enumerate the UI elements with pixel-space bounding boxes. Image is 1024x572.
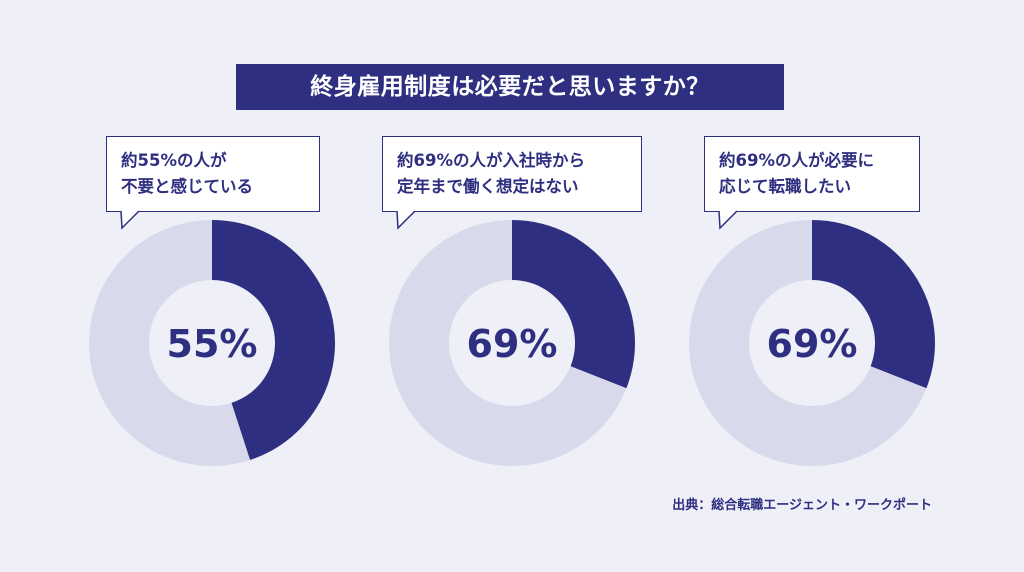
callout-tail-1 <box>120 210 140 230</box>
callout-tail-2 <box>396 210 416 230</box>
donut-1-slice-1 <box>212 220 335 460</box>
donut-3-slice-2 <box>689 220 927 466</box>
source-note: 出典：総合転職エージェント・ワークポート <box>672 498 932 513</box>
callout-line-3-2: 応じて転職したい <box>719 177 851 196</box>
donut-1-center-label: 55% <box>167 322 258 366</box>
donut-2-slice-1 <box>512 220 635 389</box>
donut-1-slice-2 <box>89 220 251 466</box>
chart-title: 終身雇用制度は必要だと思いますか？ <box>236 64 784 110</box>
donut-3-center-label: 69% <box>767 322 858 366</box>
donut-2-center-label: 69% <box>467 322 558 366</box>
donut-3-slice-1 <box>812 220 935 389</box>
callout-tail-3 <box>718 210 738 230</box>
callout-line-2-1: 約69%の人が入社時から <box>397 151 585 170</box>
callout-line-1-2: 不要と感じている <box>121 177 253 196</box>
callout-line-1-1: 約55%の人が <box>121 151 227 170</box>
callout-bubble-3: 約69%の人が必要に 応じて転職したい <box>704 136 920 230</box>
callout-bubble-1: 約55%の人が 不要と感じている <box>106 136 320 230</box>
callout-line-3-1: 約69%の人が必要に <box>719 151 874 170</box>
donut-chart-1: 55% <box>89 220 335 466</box>
donut-chart-2: 69% <box>389 220 635 466</box>
callout-bubble-2: 約69%の人が入社時から 定年まで働く想定はない <box>382 136 642 230</box>
callout-line-2-2: 定年まで働く想定はない <box>397 177 579 196</box>
donut-2-slice-2 <box>389 220 627 466</box>
donut-chart-3: 69% <box>689 220 935 466</box>
